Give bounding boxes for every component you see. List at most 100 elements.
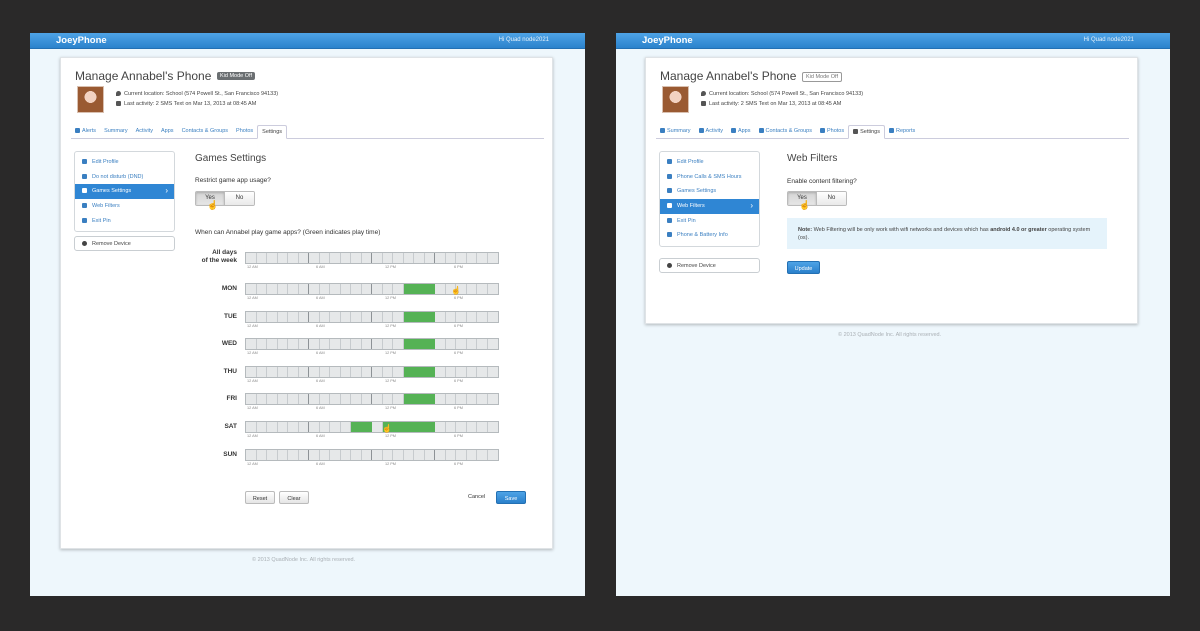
- hour-cell[interactable]: [246, 450, 257, 460]
- hour-cell[interactable]: [403, 312, 414, 322]
- sidebar-item-edit-profile[interactable]: Edit Profile: [75, 155, 174, 170]
- tab-activity[interactable]: Activity: [695, 125, 727, 139]
- hour-cell[interactable]: [435, 367, 446, 377]
- hour-cell[interactable]: [309, 367, 320, 377]
- kid-mode-badge[interactable]: Kid Mode Off: [802, 72, 842, 82]
- hour-cell[interactable]: [456, 339, 467, 349]
- hour-cell[interactable]: [330, 339, 341, 349]
- hour-cell[interactable]: [267, 450, 278, 460]
- hour-cell[interactable]: [256, 284, 267, 294]
- hour-cell[interactable]: [340, 394, 351, 404]
- hour-cell[interactable]: [393, 367, 404, 377]
- hour-cell[interactable]: [372, 394, 383, 404]
- hour-cell[interactable]: [277, 312, 288, 322]
- hour-cell[interactable]: [256, 253, 267, 263]
- hour-cell[interactable]: [256, 367, 267, 377]
- yes-button[interactable]: Yes: [196, 192, 225, 205]
- hour-cell[interactable]: [393, 339, 404, 349]
- hour-cell[interactable]: [372, 339, 383, 349]
- hour-cell[interactable]: [435, 394, 446, 404]
- account-menu[interactable]: Hi Quad node2021: [498, 37, 549, 43]
- hour-cell[interactable]: [309, 284, 320, 294]
- hour-cell[interactable]: [277, 422, 288, 432]
- hour-cell[interactable]: [288, 253, 299, 263]
- hour-cell[interactable]: [487, 450, 498, 460]
- hour-cell[interactable]: [267, 367, 278, 377]
- hour-cell[interactable]: [445, 253, 456, 263]
- sidebar-item-calls-sms-hours[interactable]: Phone Calls & SMS Hours: [660, 170, 759, 185]
- hour-cell[interactable]: [435, 422, 446, 432]
- hour-cell[interactable]: [340, 422, 351, 432]
- hour-cell[interactable]: [298, 312, 309, 322]
- tab-apps[interactable]: Apps: [161, 128, 174, 134]
- sidebar-item-exit-pin[interactable]: Exit Pin: [660, 214, 759, 229]
- hour-cell[interactable]: [382, 284, 393, 294]
- hour-cell[interactable]: [298, 253, 309, 263]
- save-button[interactable]: Save: [496, 491, 526, 504]
- hour-cell[interactable]: [319, 253, 330, 263]
- hour-cell[interactable]: [477, 394, 488, 404]
- hour-cell[interactable]: [351, 339, 362, 349]
- hour-cell[interactable]: [393, 312, 404, 322]
- hour-cell[interactable]: [277, 394, 288, 404]
- brand-logo[interactable]: JoeyPhone: [642, 35, 693, 46]
- hour-cell[interactable]: [372, 367, 383, 377]
- hour-cell[interactable]: [319, 284, 330, 294]
- hour-cell[interactable]: [382, 312, 393, 322]
- hour-cell[interactable]: [466, 367, 477, 377]
- hour-cell[interactable]: [382, 253, 393, 263]
- hour-cell[interactable]: [340, 339, 351, 349]
- hour-cell[interactable]: [487, 422, 498, 432]
- hour-cell[interactable]: [435, 284, 446, 294]
- hour-cell[interactable]: [456, 284, 467, 294]
- hour-cell[interactable]: [382, 422, 393, 432]
- account-menu[interactable]: Hi Quad node2021: [1083, 37, 1134, 43]
- sidebar-item-exit-pin[interactable]: Exit Pin: [75, 214, 174, 229]
- hour-cell[interactable]: [414, 312, 425, 322]
- hour-cell[interactable]: [372, 253, 383, 263]
- tab-reports[interactable]: Reports: [885, 125, 919, 139]
- hour-cell[interactable]: [298, 394, 309, 404]
- tab-contacts-groups[interactable]: Contacts & Groups: [755, 125, 816, 139]
- hour-cell[interactable]: [319, 339, 330, 349]
- hour-cell[interactable]: [487, 339, 498, 349]
- hour-cell[interactable]: [361, 422, 372, 432]
- hour-cell[interactable]: [424, 312, 435, 322]
- no-button[interactable]: No: [817, 192, 846, 205]
- hour-cell[interactable]: [435, 312, 446, 322]
- hour-cell[interactable]: [414, 367, 425, 377]
- hour-cell[interactable]: [466, 312, 477, 322]
- hour-cell[interactable]: [319, 312, 330, 322]
- hour-cell[interactable]: [424, 284, 435, 294]
- hour-cell[interactable]: [487, 394, 498, 404]
- hour-cell[interactable]: [277, 284, 288, 294]
- hour-cell[interactable]: [477, 253, 488, 263]
- hour-cell[interactable]: [487, 312, 498, 322]
- hour-cell[interactable]: [414, 394, 425, 404]
- hour-cell[interactable]: [267, 394, 278, 404]
- hour-cell[interactable]: [298, 339, 309, 349]
- hour-cell[interactable]: [277, 339, 288, 349]
- hour-cell[interactable]: [361, 450, 372, 460]
- hour-cell[interactable]: [351, 394, 362, 404]
- hour-cell[interactable]: [256, 450, 267, 460]
- hour-cell[interactable]: [382, 450, 393, 460]
- sidebar-item-games-settings[interactable]: Games Settings ›: [75, 184, 174, 200]
- hour-cell[interactable]: [340, 450, 351, 460]
- hour-cell[interactable]: [445, 367, 456, 377]
- hour-cell[interactable]: [424, 422, 435, 432]
- hour-cell[interactable]: [393, 284, 404, 294]
- hour-cell[interactable]: [456, 394, 467, 404]
- update-button[interactable]: Update: [787, 261, 820, 274]
- hour-cell[interactable]: [382, 339, 393, 349]
- hour-cell[interactable]: [309, 422, 320, 432]
- hour-cell[interactable]: [456, 367, 467, 377]
- hour-cell[interactable]: [382, 394, 393, 404]
- hour-cell[interactable]: [477, 312, 488, 322]
- hour-cell[interactable]: [487, 284, 498, 294]
- hour-cell[interactable]: [435, 450, 446, 460]
- sidebar-item-edit-profile[interactable]: Edit Profile: [660, 155, 759, 170]
- hour-cell[interactable]: [351, 312, 362, 322]
- hour-cell[interactable]: [456, 312, 467, 322]
- hour-cell[interactable]: [277, 367, 288, 377]
